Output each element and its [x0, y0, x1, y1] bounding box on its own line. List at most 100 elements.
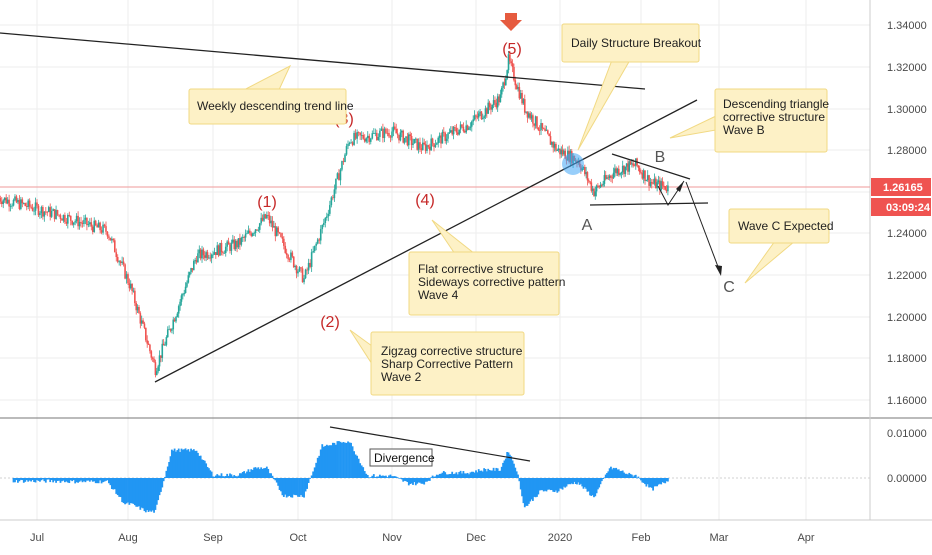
oscillator-bar — [284, 478, 287, 495]
oscillator-bar — [87, 478, 90, 481]
candle-body — [36, 202, 38, 206]
oscillator-bar — [646, 478, 649, 485]
oscillator-bar — [192, 449, 195, 478]
current-price-value: 1.26165 — [883, 182, 923, 194]
candle-body — [473, 115, 476, 120]
candle-body — [83, 219, 85, 224]
candle-body — [75, 215, 78, 222]
candle-body — [434, 144, 437, 148]
candle-body — [127, 274, 129, 284]
candle-body — [549, 136, 552, 145]
candle-body — [389, 136, 392, 138]
candle-body — [212, 254, 214, 256]
candle-body — [203, 255, 206, 258]
candle-body — [100, 230, 103, 233]
oscillator-bar — [484, 469, 487, 478]
oscillator-bar — [518, 478, 521, 482]
candle-body — [157, 366, 159, 372]
candle-body — [547, 130, 549, 134]
y-tick: 1.34000 — [887, 20, 927, 32]
candle-body — [500, 87, 503, 95]
candle-body — [490, 107, 492, 110]
oscillator-bar — [661, 478, 664, 483]
candle-body — [195, 260, 198, 263]
oscillator-bar — [247, 469, 250, 478]
candle-body — [176, 313, 179, 317]
oscillator-bar — [638, 478, 641, 479]
oscillator-bar — [267, 468, 270, 478]
oscillator-bar — [219, 475, 221, 478]
candle-body — [21, 199, 24, 204]
candle-body — [250, 233, 253, 236]
candle-body — [206, 252, 209, 259]
oscillator-bar — [150, 478, 153, 512]
candle-body — [87, 224, 90, 226]
oscillator-bar — [50, 478, 53, 481]
candle-body — [455, 128, 458, 133]
candle-body — [230, 242, 233, 251]
candle-body — [71, 220, 74, 225]
x-tick: Aug — [118, 532, 138, 544]
oscillator-bar — [621, 470, 624, 478]
candle-body — [96, 225, 98, 228]
candle-body — [602, 183, 604, 186]
candle-body — [484, 108, 487, 117]
oscillator-bar — [229, 473, 231, 478]
oscillator-bar — [656, 478, 659, 487]
oscillator-bar — [616, 469, 619, 478]
candle-body — [172, 319, 175, 330]
candle-body — [608, 175, 611, 179]
oscillator-bar — [339, 441, 342, 478]
oscillator-bar — [410, 478, 413, 484]
oscillator-bar — [462, 471, 465, 478]
oscillator-bar — [628, 472, 631, 478]
countdown-value: 03:09:24 — [886, 202, 931, 214]
oscillator-bar — [413, 478, 416, 483]
candle-body — [8, 199, 10, 207]
candle-body — [553, 143, 556, 148]
candle-body — [224, 246, 227, 254]
oscillator-bar — [510, 456, 513, 478]
candle-body — [522, 99, 525, 104]
oscillator-bar — [640, 478, 642, 481]
oscillator-bar — [385, 475, 387, 478]
oscillator-bar — [244, 473, 247, 478]
candle-body — [215, 252, 217, 255]
note-daily-structure-breakout: Daily Structure Breakout — [561, 23, 702, 151]
candle-body — [395, 128, 397, 134]
candle-body — [469, 126, 472, 128]
candle-body — [585, 172, 587, 175]
candle-body — [5, 197, 7, 204]
candle-body — [188, 272, 191, 276]
oscillator-bar — [30, 478, 33, 482]
oscillator-bar — [625, 473, 628, 478]
oscillator-bar — [121, 478, 124, 503]
candle-body — [326, 216, 328, 218]
oscillator-bar — [91, 478, 94, 482]
oscillator-bar — [580, 478, 582, 484]
candle-body — [147, 343, 150, 345]
candle-body — [433, 143, 435, 148]
candle-body — [179, 301, 181, 307]
oscillator-bar — [49, 478, 52, 483]
candle-body — [280, 233, 282, 237]
oscillator-bar — [557, 478, 560, 492]
candle-body — [271, 220, 274, 228]
candle-body — [660, 181, 662, 191]
candle-body — [538, 130, 541, 131]
oscillator-bar — [243, 471, 246, 478]
y-tick: 1.16000 — [887, 395, 927, 407]
oscillator-bar — [438, 473, 441, 478]
oscillator-bar — [206, 466, 209, 478]
candle-body — [641, 173, 644, 179]
candle-body — [199, 249, 202, 259]
candle-body — [369, 138, 372, 142]
oscillator-bar — [525, 478, 528, 506]
oscillator-bar — [214, 475, 217, 478]
candle-body — [9, 205, 12, 207]
candle-body — [532, 115, 534, 124]
oscillator-bar — [366, 475, 369, 478]
candle-body — [598, 185, 600, 188]
oscillator-bar — [617, 469, 620, 478]
